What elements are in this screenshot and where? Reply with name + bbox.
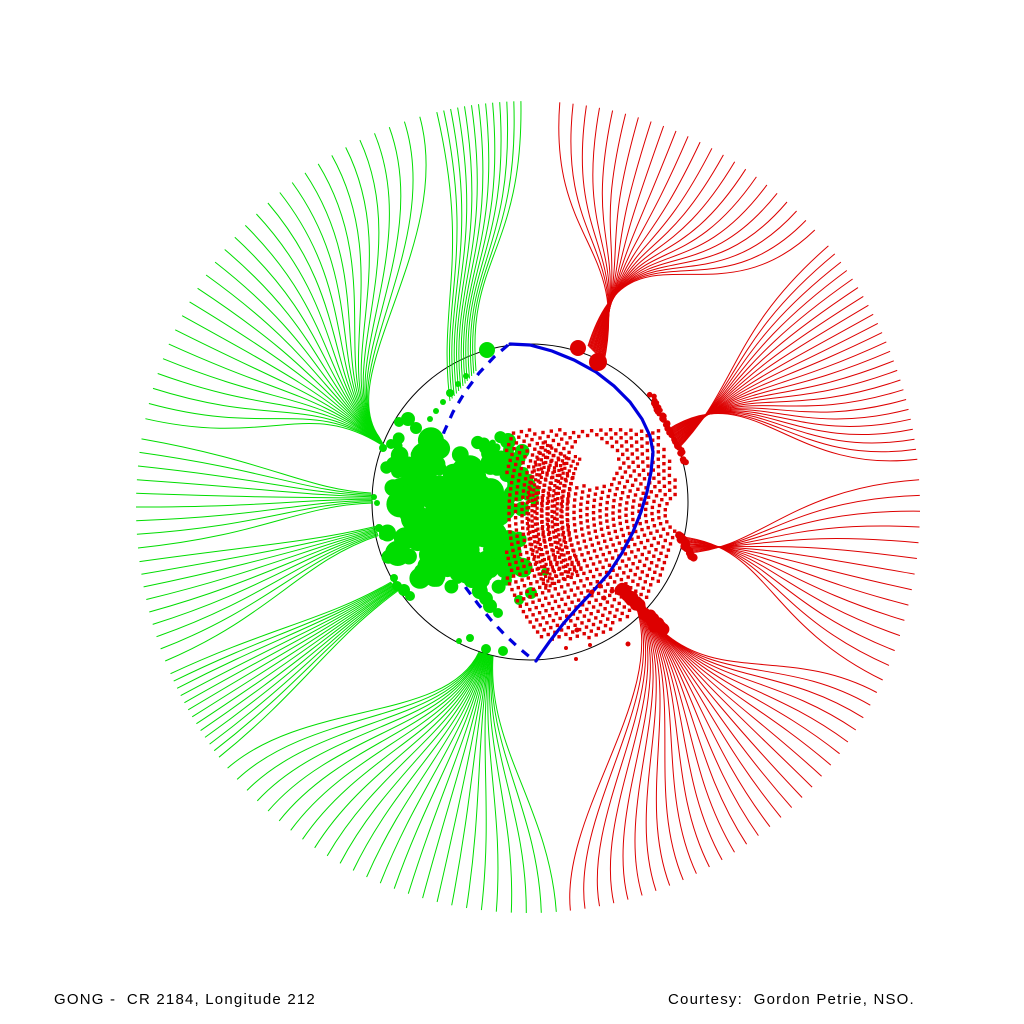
plot-title-label: GONG - CR 2184, Longitude 212 <box>54 991 316 1008</box>
red-field-lines <box>558 102 921 911</box>
green-flux-region <box>371 342 549 656</box>
neutral-line-dashed <box>431 343 537 663</box>
credit-label: Courtesy: Gordon Petrie, NSO. <box>668 991 915 1008</box>
green-field-lines <box>135 101 557 914</box>
red-limb-clusters <box>564 340 698 661</box>
red-footpoint-grid <box>504 428 677 641</box>
neutral-line-solid <box>508 342 655 663</box>
